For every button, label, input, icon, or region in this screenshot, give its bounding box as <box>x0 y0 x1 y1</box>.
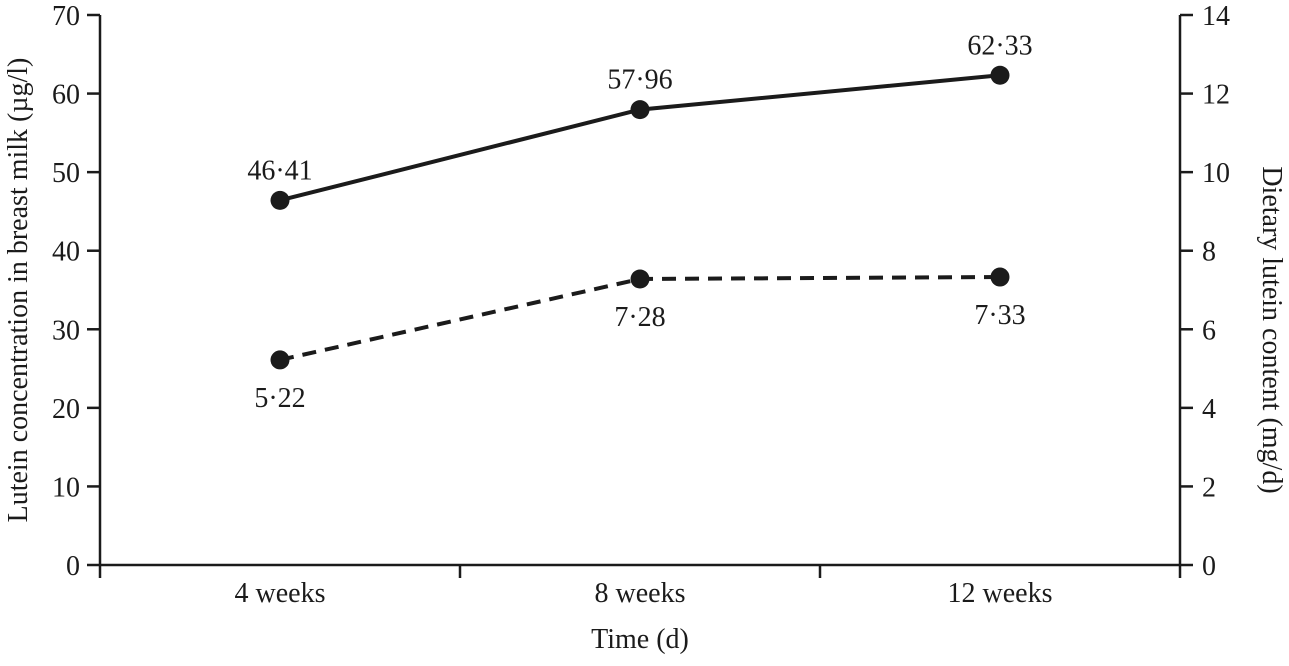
data-point-marker <box>630 100 650 120</box>
data-point-label: 5·22 <box>254 383 305 414</box>
y-right-tick-label: 14 <box>1202 1 1230 32</box>
y-left-tick-label: 50 <box>52 158 80 189</box>
y-left-ticks: 0 10 20 30 40 50 60 70 <box>52 1 100 582</box>
y-left-tick-label: 30 <box>52 315 80 346</box>
series-solid: 46·41 57·96 62·33 <box>247 30 1033 210</box>
x-category-label: 12 weeks <box>948 578 1053 609</box>
data-point-marker <box>270 190 290 210</box>
data-point-label: 46·41 <box>247 155 312 186</box>
data-point-label: 7·33 <box>974 300 1025 331</box>
y-left-tick-label: 20 <box>52 394 80 425</box>
y-left-axis-title: Lutein concentration in breast milk (µg/… <box>3 58 34 523</box>
y-right-tick-label: 6 <box>1202 315 1216 346</box>
x-axis-title: Time (d) <box>591 624 689 655</box>
data-point-label: 57·96 <box>607 65 672 96</box>
y-right-tick-label: 0 <box>1202 551 1216 582</box>
data-point-label: 7·28 <box>614 302 665 333</box>
y-right-tick-label: 10 <box>1202 158 1230 189</box>
y-left-tick-label: 40 <box>52 237 80 268</box>
data-point-label: 62·33 <box>967 30 1032 61</box>
data-point-marker <box>990 65 1010 85</box>
axes <box>98 15 1182 567</box>
y-right-tick-label: 2 <box>1202 472 1216 503</box>
series-dashed: 5·22 7·28 7·33 <box>254 267 1026 414</box>
y-right-tick-label: 4 <box>1202 394 1216 425</box>
x-ticks: 4 weeks 8 weeks 12 weeks <box>98 565 1182 609</box>
x-category-label: 8 weeks <box>595 578 686 609</box>
data-point-marker <box>270 350 290 370</box>
y-right-tick-label: 12 <box>1202 80 1230 111</box>
x-category-label: 4 weeks <box>235 578 326 609</box>
y-right-tick-label: 8 <box>1202 237 1216 268</box>
data-point-marker <box>630 269 650 289</box>
y-left-tick-label: 0 <box>66 551 80 582</box>
y-right-ticks: 0 2 4 6 8 10 12 14 <box>1180 1 1230 582</box>
y-right-axis-title: Dietary lutein content (mg/d) <box>1256 166 1287 493</box>
y-left-tick-label: 60 <box>52 80 80 111</box>
y-left-tick-label: 10 <box>52 472 80 503</box>
data-point-marker <box>990 267 1010 287</box>
y-left-tick-label: 70 <box>52 1 80 32</box>
